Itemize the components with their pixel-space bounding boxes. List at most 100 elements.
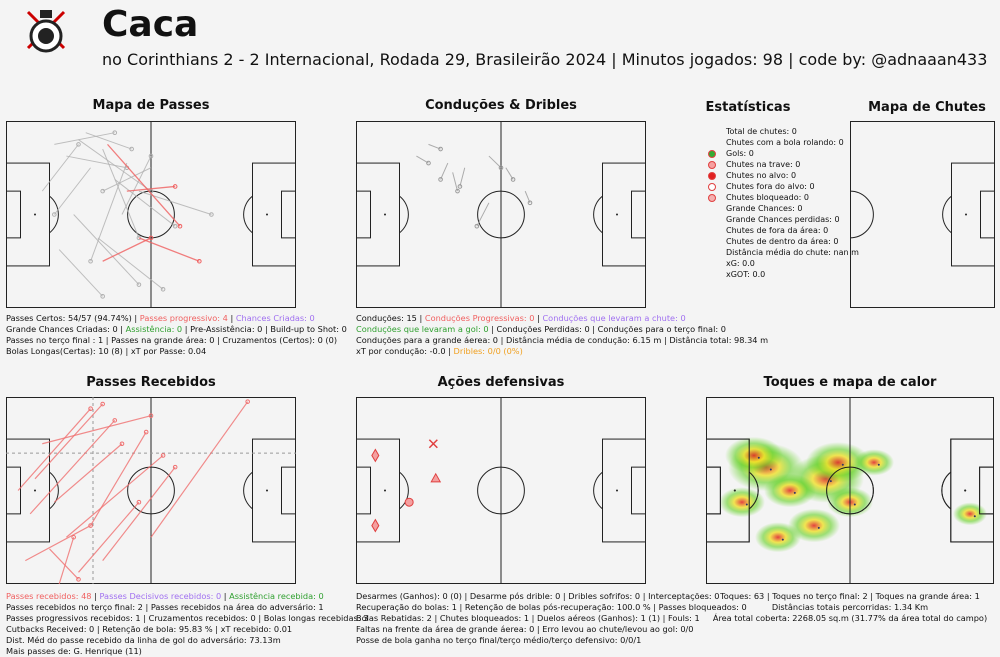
title-carries: Conduções & Dribles	[425, 98, 577, 113]
stat-item: xG: 0.0	[726, 258, 859, 269]
stat-label: Chutes de fora da área: 0	[726, 226, 829, 235]
center-circle	[477, 190, 525, 239]
pass-arrow-end	[136, 282, 142, 287]
heatmap-pitch	[706, 397, 994, 584]
title-defensive: Ações defensivas	[437, 375, 565, 390]
shot-map-half-pitch	[850, 121, 995, 308]
pass-arrow-end	[100, 188, 105, 194]
progressive-pass-arrow-end	[197, 258, 202, 264]
carry-arrow	[452, 172, 458, 192]
stat-item: Chutes fora do alvo: 0	[708, 181, 859, 192]
pass-arrow-end	[160, 287, 166, 292]
carry-arrow	[459, 167, 466, 187]
pass-arrow	[102, 167, 152, 192]
progressive-pass-arrow	[107, 143, 181, 227]
penalty-spot	[384, 213, 386, 216]
six-yard-box	[706, 466, 721, 515]
penalty-box	[706, 438, 750, 543]
heat-blob	[719, 487, 765, 518]
received-pass-arrow-end	[160, 453, 166, 458]
penalty-spot	[733, 489, 736, 492]
carry-arrow-end	[455, 188, 460, 194]
progressive-pass-arrow	[138, 237, 200, 262]
carry-arrow-end	[438, 146, 443, 152]
carry-arrow	[488, 155, 502, 169]
legend-marker-icon	[708, 161, 716, 169]
received-pass-arrow	[150, 401, 249, 538]
six-yard-box	[979, 466, 994, 515]
penalty-box	[356, 438, 400, 543]
penalty-spot	[965, 213, 967, 216]
stat-item: Chutes de fora da área: 0	[726, 225, 859, 236]
carry-arrow-end	[474, 223, 480, 229]
pass-arrow	[90, 162, 128, 262]
received-pass-arrow	[42, 415, 152, 445]
stat-label: xGOT: 0.0	[726, 270, 766, 279]
pass-arrow-end	[172, 223, 178, 229]
stat-label: Grande Chances: 0	[726, 204, 803, 213]
shot-stats-list: Total de chutes: 0 Chutes com a bola rola…	[708, 126, 859, 280]
received-pass-arrow-end	[88, 523, 93, 528]
stat-item: Total de chutes: 0	[726, 126, 859, 137]
stat-label: Chutes bloqueado: 0	[726, 193, 809, 202]
block-marker	[430, 472, 442, 483]
touch-dot	[769, 468, 772, 471]
pass-arrow	[102, 148, 140, 239]
six-yard-box	[706, 466, 721, 515]
touch-dot	[841, 463, 844, 466]
carry-arrow-end	[457, 184, 463, 189]
touch-dot	[877, 463, 880, 466]
stat-label: Total de chutes: 0	[726, 127, 797, 136]
pass-arrow-end	[52, 212, 57, 217]
stat-item: Chutes com a bola rolando: 0	[726, 137, 859, 148]
stat-item: Chutes na trave: 0	[708, 159, 859, 170]
penalty-box	[950, 438, 994, 543]
defensive-pitch	[356, 397, 646, 584]
stat-item: Chutes de dentro da área: 0	[726, 236, 859, 247]
stat-item: Grande Chances perdidas: 0	[726, 214, 859, 225]
received-pass-arrow-end	[112, 418, 118, 423]
penalty-spot	[34, 213, 36, 216]
pass-map-pitch	[6, 121, 296, 308]
received-pass-arrow-end	[71, 534, 76, 540]
penalty-arc	[243, 195, 253, 234]
penalty-arc	[399, 471, 409, 510]
received-pass-arrow	[25, 525, 91, 562]
six-yard-box	[631, 466, 646, 515]
pass-arrow	[85, 132, 132, 150]
penalty-box	[6, 162, 50, 267]
penalty-spot	[266, 213, 268, 216]
pass-stats: Passes Certos: 54/57 (94.74%) | Passes p…	[6, 313, 347, 356]
penalty-box	[950, 438, 994, 543]
carry-stats: Conduções: 15 | Conduções Progressivas: …	[356, 313, 769, 356]
received-pass-arrow	[58, 537, 75, 584]
penalty-arc	[942, 195, 952, 234]
penalty-arc	[593, 195, 603, 234]
stat-item: Gols: 0	[708, 148, 859, 159]
pitch-outline	[850, 121, 995, 308]
defensive-stats: Desarmes (Ganhos): 0 (0) | Desarme pós d…	[356, 591, 747, 645]
received-pass-arrow	[66, 454, 164, 538]
progressive-pass-arrow	[126, 185, 176, 192]
six-yard-box	[356, 466, 371, 515]
heat-blob	[755, 522, 801, 553]
penalty-box	[6, 438, 50, 543]
pass-arrow-end	[209, 212, 214, 217]
carry-arrow	[416, 155, 429, 164]
legend-marker-icon	[708, 194, 716, 202]
touch-dot	[829, 480, 832, 483]
received-pass-arrow	[17, 408, 92, 491]
received-pass-arrow	[78, 501, 140, 573]
stat-item: Chutes no alvo: 0	[708, 170, 859, 181]
stat-item: Grande Chances: 0	[726, 203, 859, 214]
penalty-spot	[266, 489, 268, 492]
aerial-duel-marker	[371, 518, 380, 533]
progressive-pass-arrow	[102, 237, 152, 262]
stat-label: Gols: 0	[726, 149, 754, 158]
penalty-box	[602, 438, 646, 543]
stat-label: Chutes com a bola rolando: 0	[726, 138, 844, 147]
carry-arrow-end	[498, 165, 504, 171]
touch-dot	[973, 515, 976, 518]
center-circle	[826, 466, 874, 515]
heat-blob	[725, 436, 783, 475]
